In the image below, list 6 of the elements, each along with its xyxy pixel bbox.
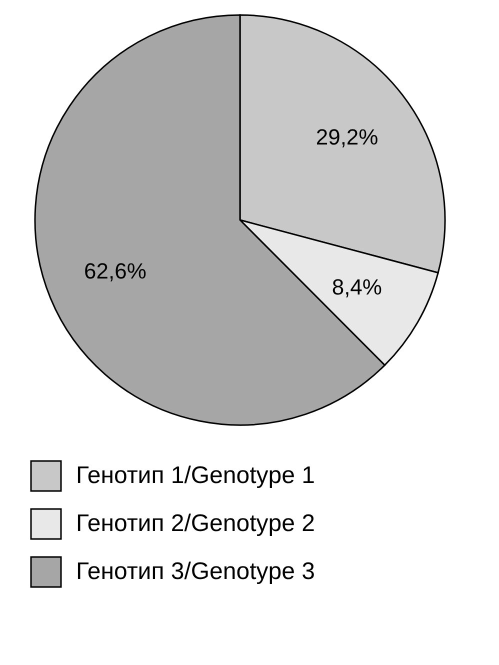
legend-label: Генотип 1/Genotype 1 [76, 462, 315, 489]
data-label: 8,4% [332, 274, 382, 300]
data-label: 29,2% [316, 124, 378, 150]
data-label: 62,6% [84, 258, 146, 284]
legend-label: Генотип 2/Genotype 2 [76, 510, 315, 537]
legend-label: Генотип 3/Genotype 3 [76, 558, 315, 585]
